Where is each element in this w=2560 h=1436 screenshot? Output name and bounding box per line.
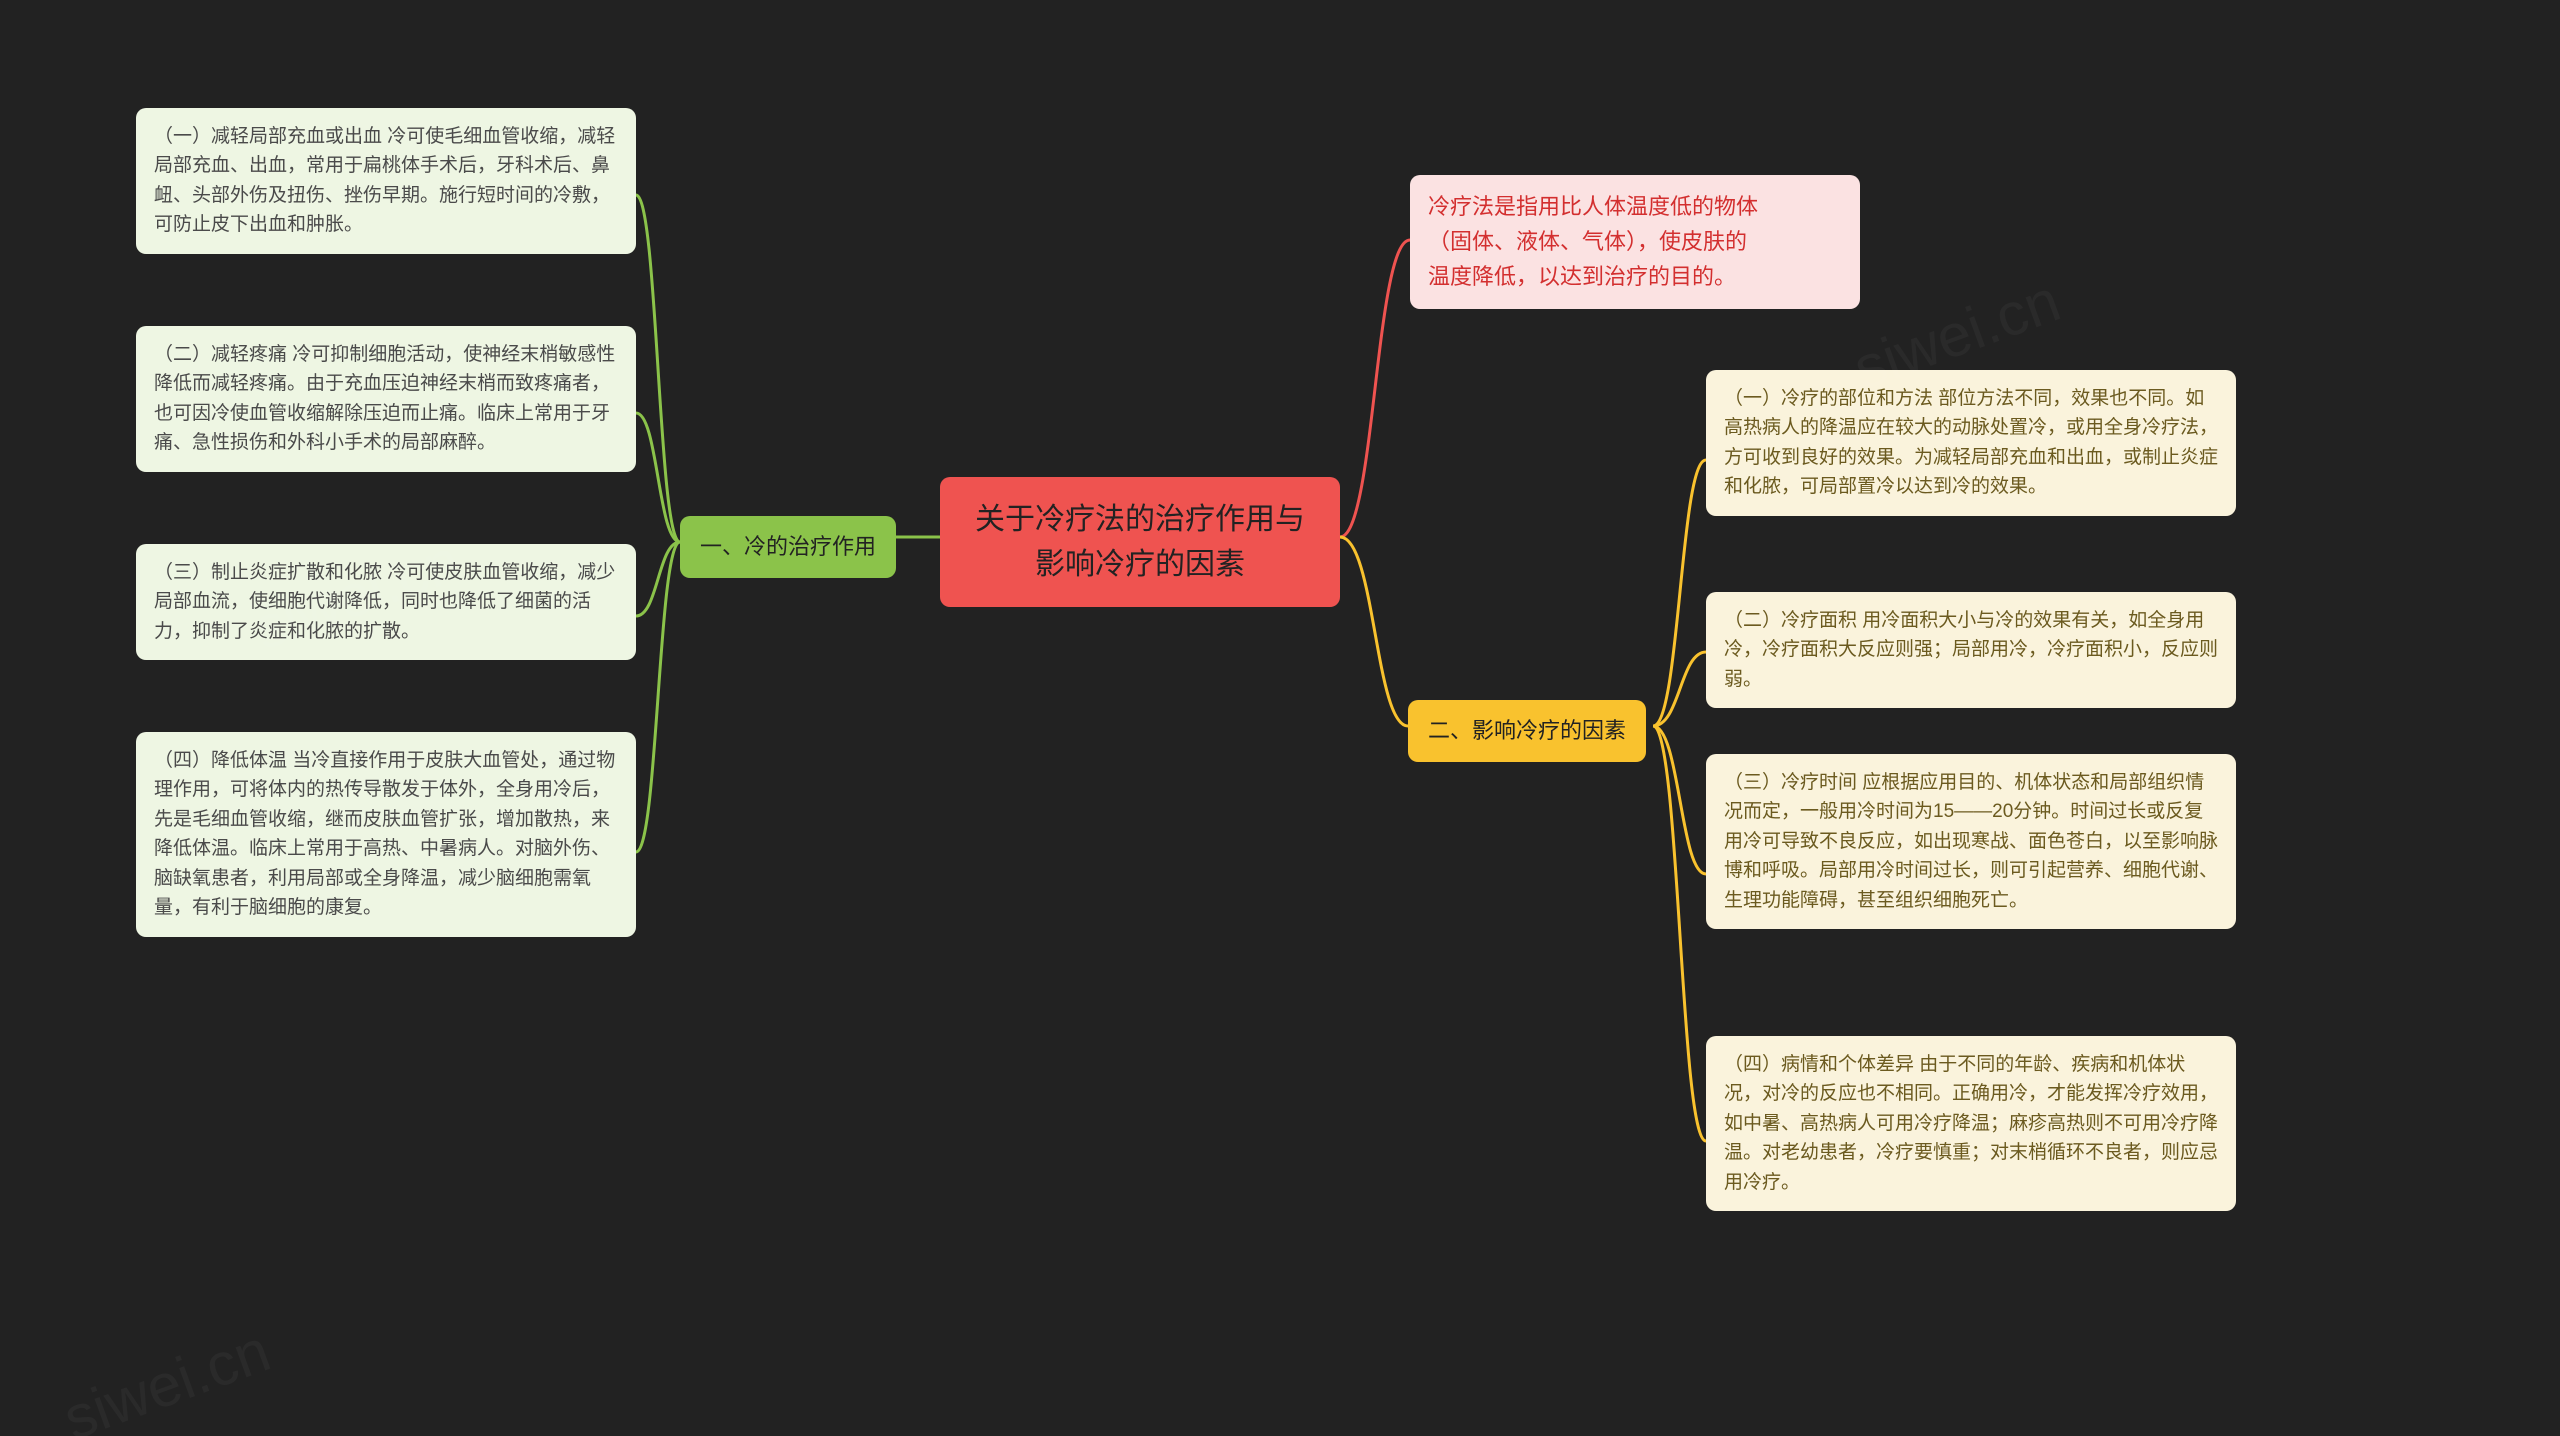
right-intro-l2: （固体、液体、气体），使皮肤的 (1428, 224, 1842, 259)
right-leaf-3-text: （三）冷疗时间 应根据应用目的、机体状态和局部组织情况而定，一般用冷时间为15—… (1724, 772, 2218, 911)
left-leaf-3-text: （三）制止炎症扩散和化脓 冷可使皮肤血管收缩，减少局部血流，使细胞代谢降低，同时… (154, 562, 615, 642)
right-branch-label: 二、影响冷疗的因素 (1428, 718, 1626, 743)
right-leaf-2-text: （二）冷疗面积 用冷面积大小与冷的效果有关，如全身用冷，冷疗面积大反应则强；局部… (1724, 610, 2218, 690)
right-intro-l3: 温度降低，以达到治疗的目的。 (1428, 259, 1842, 294)
right-leaf-1-text: （一）冷疗的部位和方法 部位方法不同，效果也不同。如高热病人的降温应在较大的动脉… (1724, 388, 2218, 497)
right-leaf-1: （一）冷疗的部位和方法 部位方法不同，效果也不同。如高热病人的降温应在较大的动脉… (1706, 370, 2236, 516)
center-node: 关于冷疗法的治疗作用与 影响冷疗的因素 (940, 477, 1340, 607)
left-leaf-1: （一）减轻局部充血或出血 冷可使毛细血管收缩，减轻局部充血、出血，常用于扁桃体手… (136, 108, 636, 254)
center-line1: 关于冷疗法的治疗作用与 (964, 497, 1316, 542)
left-branch-label: 一、冷的治疗作用 (700, 534, 876, 559)
right-leaf-4-text: （四）病情和个体差异 由于不同的年龄、疾病和机体状况，对冷的反应也不相同。正确用… (1724, 1054, 2218, 1193)
left-leaf-2: （二）减轻疼痛 冷可抑制细胞活动，使神经末梢敏感性降低而减轻疼痛。由于充血压迫神… (136, 326, 636, 472)
left-leaf-4: （四）降低体温 当冷直接作用于皮肤大血管处，通过物理作用，可将体内的热传导散发于… (136, 732, 636, 937)
right-leaf-4: （四）病情和个体差异 由于不同的年龄、疾病和机体状况，对冷的反应也不相同。正确用… (1706, 1036, 2236, 1211)
right-leaf-2: （二）冷疗面积 用冷面积大小与冷的效果有关，如全身用冷，冷疗面积大反应则强；局部… (1706, 592, 2236, 708)
right-intro: 冷疗法是指用比人体温度低的物体 （固体、液体、气体），使皮肤的 温度降低，以达到… (1410, 175, 1860, 309)
left-leaf-1-text: （一）减轻局部充血或出血 冷可使毛细血管收缩，减轻局部充血、出血，常用于扁桃体手… (154, 126, 615, 235)
left-branch: 一、冷的治疗作用 (680, 516, 896, 578)
right-leaf-3: （三）冷疗时间 应根据应用目的、机体状态和局部组织情况而定，一般用冷时间为15—… (1706, 754, 2236, 929)
left-leaf-2-text: （二）减轻疼痛 冷可抑制细胞活动，使神经末梢敏感性降低而减轻疼痛。由于充血压迫神… (154, 344, 615, 453)
right-branch: 二、影响冷疗的因素 (1408, 700, 1646, 762)
left-leaf-3: （三）制止炎症扩散和化脓 冷可使皮肤血管收缩，减少局部血流，使细胞代谢降低，同时… (136, 544, 636, 660)
right-intro-l1: 冷疗法是指用比人体温度低的物体 (1428, 189, 1842, 224)
left-leaf-4-text: （四）降低体温 当冷直接作用于皮肤大血管处，通过物理作用，可将体内的热传导散发于… (154, 750, 615, 918)
center-line2: 影响冷疗的因素 (964, 542, 1316, 587)
watermark: siwei.cn (55, 1316, 279, 1436)
